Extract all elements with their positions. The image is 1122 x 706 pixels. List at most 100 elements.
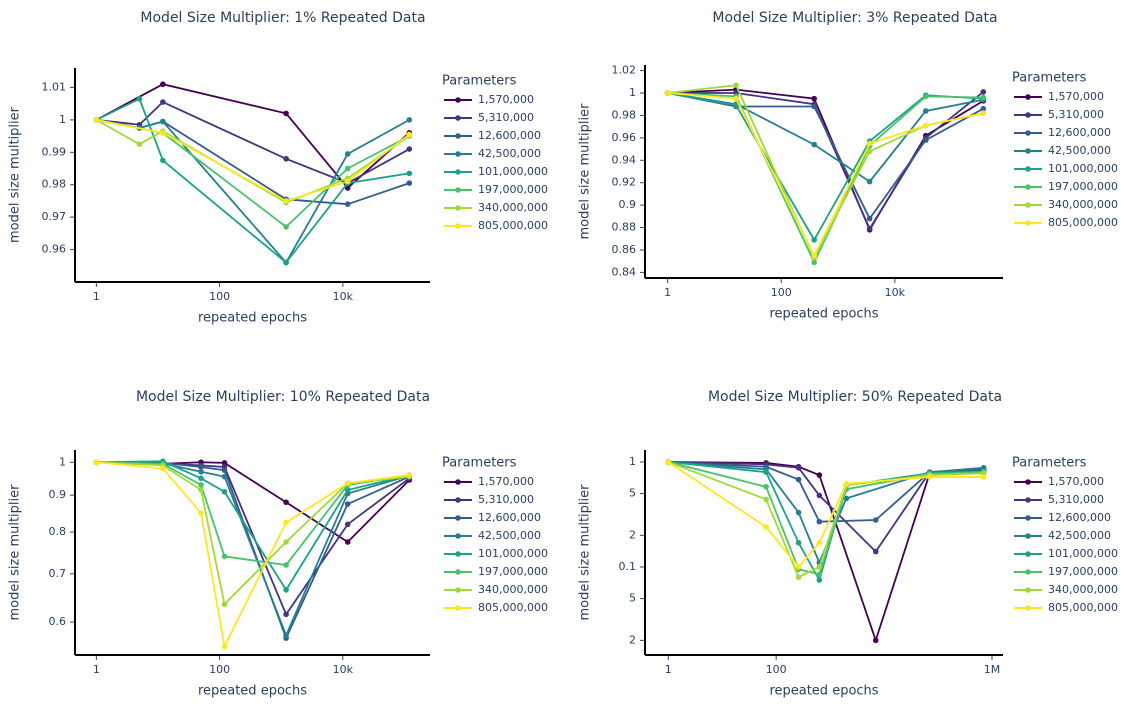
legend-marker: [455, 187, 461, 193]
data-point: [283, 632, 289, 639]
series-line: [95, 97, 410, 264]
legend-label: 1,570,000: [1048, 475, 1104, 488]
legend-label: 197,000,000: [1048, 180, 1118, 193]
x-axis-label: repeated epochs: [198, 684, 307, 699]
data-point: [221, 488, 228, 495]
y-tick-label: 1.01: [42, 80, 67, 93]
data-point: [795, 539, 802, 546]
data-point: [763, 524, 769, 530]
data-point: [872, 637, 879, 644]
legend-label: 340,000,000: [1048, 198, 1118, 211]
legend-label: 805,000,000: [1048, 601, 1118, 614]
legend-marker: [1025, 533, 1031, 539]
data-point: [816, 564, 823, 570]
series-line: [96, 100, 410, 185]
y-tick-label: 0.92: [612, 176, 637, 189]
legend-label: 5,310,000: [478, 493, 534, 506]
legend-marker: [1025, 130, 1031, 136]
y-tick-label: 0.94: [612, 153, 637, 166]
y-tick-label: 0.7: [49, 567, 67, 580]
data-point: [160, 99, 166, 105]
data-point: [160, 465, 166, 472]
legend-label: 1,570,000: [1048, 90, 1104, 103]
data-point: [136, 96, 143, 102]
data-point: [198, 475, 204, 482]
data-point: [922, 137, 929, 143]
y-axis-label: model size multiplier: [578, 484, 593, 621]
data-point: [406, 146, 413, 152]
data-point: [160, 130, 166, 136]
data-point: [221, 460, 228, 466]
x-tick-label: 10k: [333, 663, 354, 676]
y-tick-label: 1: [629, 86, 636, 99]
x-axis-label: repeated epochs: [769, 684, 878, 699]
legend-label: 42,500,000: [1048, 144, 1111, 157]
data-point: [136, 141, 143, 147]
data-point: [221, 601, 228, 608]
legend-marker: [1025, 220, 1031, 226]
legend-marker: [1025, 202, 1031, 208]
data-point: [664, 90, 671, 96]
data-point: [926, 474, 933, 480]
legend-marker: [455, 497, 461, 503]
series-line: [96, 118, 410, 229]
data-point: [922, 108, 929, 114]
data-point: [344, 165, 351, 172]
y-axis-label: model size multiplier: [8, 484, 23, 621]
y-tick-label: 0.98: [612, 108, 637, 121]
data-point: [980, 105, 987, 112]
x-tick-label: 10k: [885, 286, 906, 299]
data-point: [198, 482, 204, 488]
data-point: [198, 464, 204, 470]
data-point: [406, 170, 413, 177]
legend-marker: [455, 569, 461, 575]
legend-marker: [455, 515, 461, 521]
data-point: [344, 480, 351, 487]
data-point: [283, 110, 289, 117]
data-point: [795, 464, 802, 471]
x-axis-label: repeated epochs: [769, 307, 878, 322]
data-point: [406, 117, 413, 123]
data-point: [283, 611, 289, 618]
data-point: [811, 237, 817, 243]
data-point: [922, 93, 929, 100]
legend-label: 340,000,000: [478, 583, 548, 596]
legend-label: 5,310,000: [1048, 493, 1104, 506]
legend-marker: [1025, 479, 1031, 485]
legend-marker: [1025, 148, 1031, 154]
data-point: [816, 539, 823, 546]
data-point: [811, 259, 817, 266]
data-point: [763, 484, 769, 490]
data-point: [198, 468, 204, 475]
data-point: [198, 510, 204, 516]
legend-label: 101,000,000: [1048, 547, 1118, 560]
legend-title: Parameters: [1012, 456, 1087, 471]
x-tick-label: 1: [93, 663, 100, 676]
series-line: [96, 118, 410, 206]
data-point: [344, 201, 351, 207]
x-tick-label: 1: [664, 286, 671, 299]
y-tick-label: 0.9: [619, 198, 637, 211]
y-tick-label: 0.96: [612, 131, 637, 144]
y-tick-label: 0.8: [49, 525, 67, 538]
legend-label: 1,570,000: [478, 93, 534, 106]
legend-label: 12,600,000: [478, 511, 541, 524]
data-point: [406, 131, 413, 138]
y-tick-label: 0.6: [49, 615, 67, 628]
legend-label: 805,000,000: [1048, 216, 1118, 229]
legend-marker: [455, 169, 461, 175]
x-tick-label: 100: [771, 286, 792, 299]
legend-marker: [1025, 497, 1031, 503]
data-point: [283, 259, 289, 266]
data-point: [980, 110, 987, 117]
data-point: [843, 480, 850, 487]
data-point: [733, 82, 739, 88]
x-tick-label: 1: [665, 663, 672, 676]
legend-label: 12,600,000: [478, 129, 541, 142]
data-point: [866, 178, 873, 185]
y-tick-label: 0.96: [42, 243, 67, 256]
y-tick-label: 1.02: [612, 64, 637, 77]
data-point: [795, 476, 802, 483]
y-tick-label: 2: [629, 528, 636, 541]
y-tick-label: 1: [629, 455, 636, 468]
